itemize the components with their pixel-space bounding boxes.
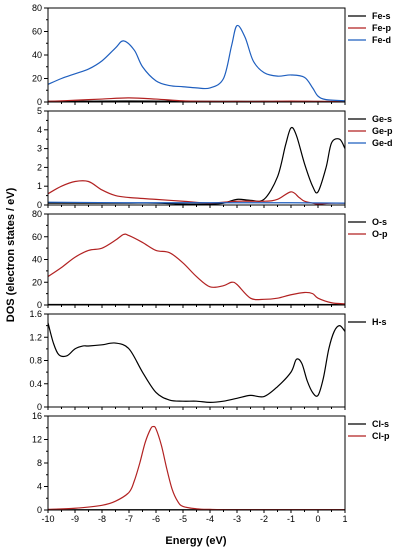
y-tick-label: 20 [32, 277, 42, 287]
series-line-fe-d [48, 24, 345, 102]
legend-label-fe-d: Fe-d [372, 35, 391, 45]
panel-3: 0 20 40 60 80 O-s O-p [32, 209, 388, 310]
panel-4-series [48, 322, 345, 403]
y-axis-title: DOS (electron states / eV) [5, 187, 17, 322]
y-tick-label: 0 [37, 402, 42, 412]
panel-3-series [48, 233, 345, 305]
series-line-o-p [48, 233, 345, 305]
legend-label-cl-s: Cl-s [372, 419, 389, 429]
panel-5: 0 4 8 12 16 Cl-s Cl-p [32, 411, 390, 515]
panel-2-series [48, 126, 345, 205]
legend-label-fe-p: Fe-p [372, 23, 392, 33]
legend-label-ge-d: Ge-d [372, 138, 393, 148]
series-line-cl-p [48, 425, 345, 510]
series-line-h-s [48, 322, 345, 403]
panel-2: 0 1 2 3 4 5 Ge-s Ge-p Ge-d [37, 106, 393, 210]
panel-4-legend: H-s [348, 317, 387, 327]
y-tick-label: 5 [37, 106, 42, 116]
y-tick-label: 1 [37, 181, 42, 191]
y-tick-label: 1.2 [29, 332, 42, 342]
panel-1: 0 20 40 60 80 Fe-s Fe-p Fe-d [32, 3, 392, 107]
legend-label-h-s: H-s [372, 317, 387, 327]
series-line-ge-d [48, 201, 345, 204]
y-tick-label: 0 [37, 300, 42, 310]
y-tick-label: 0 [37, 97, 42, 107]
y-tick-label: 16 [32, 411, 42, 421]
y-tick-label: 40 [32, 255, 42, 265]
y-tick-label: 4 [37, 125, 42, 135]
panel-1-series [48, 24, 345, 102]
panel-2-frame [47, 110, 346, 206]
y-tick-label: 3 [37, 144, 42, 154]
legend-label-cl-p: Cl-p [372, 431, 390, 441]
x-tick-label: 1 [342, 514, 347, 524]
x-tick-label: -1 [287, 514, 295, 524]
y-tick-label: 60 [32, 232, 42, 242]
x-tick-label: -4 [206, 514, 214, 524]
x-tick-labels: -10 -9 -8 -7 -6 -5 -4 -3 -2 -1 0 1 [41, 514, 347, 524]
y-tick-label: 80 [32, 209, 42, 219]
x-tick-label: -6 [152, 514, 160, 524]
y-tick-label: 8 [37, 458, 42, 468]
legend-label-o-s: O-s [372, 217, 387, 227]
x-tick-label: -7 [125, 514, 133, 524]
y-tick-label: 20 [32, 74, 42, 84]
panel-5-series [48, 425, 345, 510]
y-tick-label: 80 [32, 3, 42, 13]
legend-label-ge-s: Ge-s [372, 114, 392, 124]
legend-label-o-p: O-p [372, 229, 388, 239]
series-line-ge-s [48, 126, 345, 205]
series-line-ge-p [48, 180, 345, 205]
x-tick-label: -2 [260, 514, 268, 524]
panel-5-frame [47, 415, 346, 511]
y-tick-label: 60 [32, 27, 42, 37]
legend-label-ge-p: Ge-p [372, 126, 393, 136]
x-tick-label: -3 [233, 514, 241, 524]
x-tick-label: -10 [41, 514, 54, 524]
panel-1-legend: Fe-s Fe-p Fe-d [348, 11, 392, 45]
y-tick-label: 40 [32, 50, 42, 60]
series-line-fe-p [48, 97, 345, 102]
x-tick-label: 0 [315, 514, 320, 524]
panel-3-legend: O-s O-p [348, 217, 388, 239]
y-tick-label: 0 [37, 200, 42, 210]
y-tick-label: 0.4 [29, 379, 42, 389]
x-axis-title: Energy (eV) [165, 535, 226, 547]
legend-label-fe-s: Fe-s [372, 11, 391, 21]
panel-2-legend: Ge-s Ge-p Ge-d [348, 114, 393, 148]
y-tick-label: 12 [32, 435, 42, 445]
y-tick-label: 4 [37, 482, 42, 492]
x-tick-label: -5 [179, 514, 187, 524]
panel-5-legend: Cl-s Cl-p [348, 419, 390, 441]
x-tick-label: -8 [98, 514, 106, 524]
x-tick-label: -9 [71, 514, 79, 524]
y-tick-label: 1.6 [29, 309, 42, 319]
panel-4: 0 0.4 0.8 1.2 1.6 H-s [29, 309, 386, 412]
y-tick-label: 2 [37, 162, 42, 172]
panel-3-frame [47, 213, 346, 306]
y-tick-label: 0 [37, 505, 42, 515]
y-tick-label: 0.8 [29, 356, 42, 366]
dos-panels: 020406080Fe-sFe-pFe-d012345Ge-sGe-pGe-d0… [29, 3, 393, 524]
